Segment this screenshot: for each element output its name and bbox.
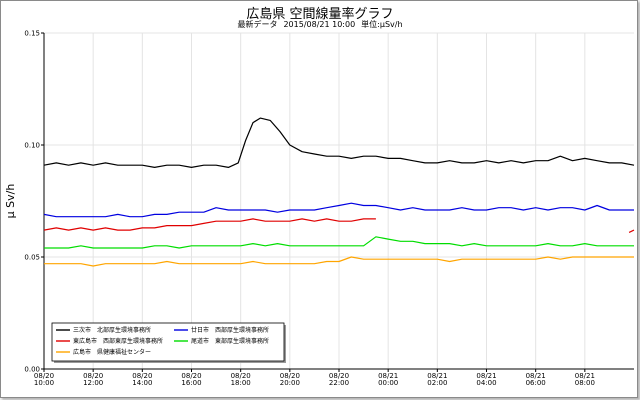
x-tick-date: 08/20 [280,372,300,380]
x-tick-time: 16:00 [181,379,201,387]
chart-title: 広島県 空間線量率グラフ [246,7,394,22]
series-line [44,236,634,249]
x-tick-time: 12:00 [83,379,103,387]
legend-box [51,322,285,362]
x-tick-date: 08/20 [83,372,103,380]
series-line [43,202,634,218]
legend-entry: 三次市 北部厚生環境事務所 [73,326,151,334]
legend-entry: 広島市 県健康福祉センター [73,348,151,356]
series-line [44,256,634,267]
x-tick-time: 06:00 [526,379,546,387]
latest-data-label: 最新データ [237,20,278,29]
legend-entry: 廿日市 西部厚生環境事務所 [191,326,269,334]
unit-label: 単位:μSv/h [361,20,403,29]
x-tick-date: 08/21 [427,372,447,380]
y-tick-label: 0.15 [24,30,40,38]
x-tick-date: 08/20 [181,372,201,380]
x-tick-date: 08/21 [476,372,496,380]
x-tick-time: 20:00 [280,379,300,387]
x-tick-time: 02:00 [427,379,447,387]
x-tick-date: 08/20 [231,372,251,380]
y-tick-label: 0.00 [24,366,40,374]
x-tick-date: 08/20 [132,372,152,380]
x-tick-date: 08/20 [329,372,349,380]
latest-datetime: 2015/08/21 10:00 [283,20,356,29]
x-tick-time: 14:00 [132,379,152,387]
x-tick-time: 10:00 [34,379,54,387]
y-tick-label: 0.05 [24,254,40,262]
x-tick-date: 08/20 [34,372,54,380]
x-tick-time: 04:00 [476,379,496,387]
x-tick-date: 08/21 [575,372,595,380]
y-axis-label: μ Sv/h [4,184,17,219]
series-line [43,117,635,168]
x-tick-time: 18:00 [231,379,251,387]
x-tick-date: 08/21 [526,372,546,380]
series-line [43,218,635,233]
x-tick-time: 08:00 [575,379,595,387]
legend-entry: 東広島市 西部東厚生環境事務所 [73,337,163,345]
legend-entry: 尾道市 東部厚生環境事務所 [191,337,269,345]
y-tick-label: 0.10 [24,142,40,150]
x-tick-date: 08/21 [378,372,398,380]
x-tick-time: 22:00 [329,379,349,387]
x-tick-time: 00:00 [378,379,398,387]
chart-subtitle: 最新データ 2015/08/21 10:00 単位:μSv/h [0,19,640,30]
